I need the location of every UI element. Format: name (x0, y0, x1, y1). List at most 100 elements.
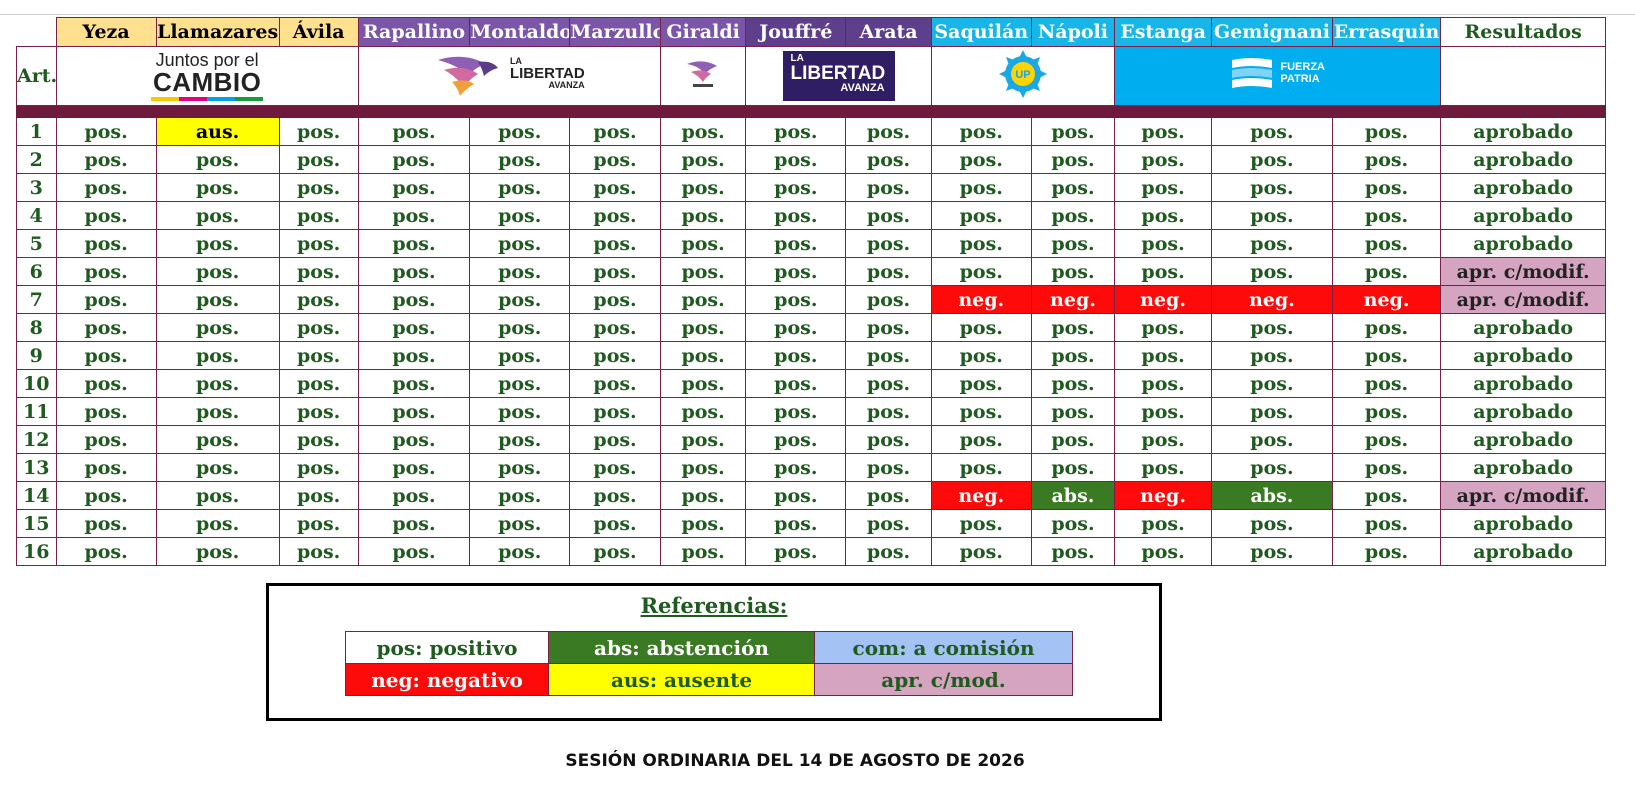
vote-cell: pos. (745, 313, 847, 342)
vote-cell: pos. (569, 173, 661, 202)
vote-cell: pos. (155, 145, 280, 174)
vote-cell: pos. (155, 397, 280, 426)
legislator-header-gemignani: Gemignani (1211, 17, 1333, 47)
result-cell: aprobado (1440, 453, 1606, 482)
vote-cell: pos. (659, 229, 747, 258)
vote-cell: pos. (845, 117, 932, 146)
vote-cell: pos. (930, 369, 1032, 398)
vote-cell: pos. (659, 173, 747, 202)
legend-abstencion: abs: abstención (548, 631, 815, 664)
vote-cell: pos. (278, 201, 359, 230)
vote-cell: pos. (1114, 425, 1213, 454)
vote-cell: pos. (357, 313, 471, 342)
jxc-logo-line1: Juntos por el (155, 50, 259, 70)
vote-cell: pos. (278, 145, 359, 174)
vote-cell: pos. (469, 369, 571, 398)
vote-cell: pos. (845, 369, 932, 398)
vote-cell: pos. (469, 537, 571, 566)
vote-cell: pos. (845, 257, 932, 286)
table-row: 6 pos. pos. pos. pos. pos. pos. pos. pos. pos. pos… (16, 257, 1606, 286)
article-number: 13 (16, 453, 57, 482)
vote-cell: pos. (1114, 397, 1213, 426)
vote-cell: pos. (469, 453, 571, 482)
vote-cell: pos. (745, 145, 847, 174)
top-divider (0, 14, 1635, 15)
vote-cell: pos. (155, 453, 280, 482)
fp-logo-line1: FUERZA (1280, 60, 1325, 73)
vote-cell: pos. (1211, 453, 1333, 482)
vote-cell: pos. (155, 173, 280, 202)
vote-cell: pos. (469, 145, 571, 174)
header-separator (16, 105, 1606, 118)
vote-cell: pos. (55, 369, 157, 398)
vote-cell: pos. (569, 201, 661, 230)
vote-cell: pos. (55, 117, 157, 146)
vote-cell: pos. (930, 173, 1032, 202)
vote-cell: pos. (745, 229, 847, 258)
results-header: Resultados (1440, 17, 1606, 47)
article-number: 10 (16, 369, 57, 398)
legislator-names-row: Yeza Llamazares Ávila Rapallino Montaldo Marz… (16, 17, 1606, 47)
vote-cell: pos. (569, 285, 661, 314)
vote-cell: pos. (569, 145, 661, 174)
table-row: 8 pos. pos. pos. pos. pos. pos. pos. pos. pos. pos… (16, 313, 1606, 342)
vote-cell: pos. (930, 229, 1032, 258)
vote-cell: pos. (930, 257, 1032, 286)
legislator-header--vila: Ávila (278, 17, 359, 47)
vote-cell: pos. (278, 117, 359, 146)
vote-cell: pos. (745, 425, 847, 454)
vote-cell: pos. (659, 453, 747, 482)
vote-cell: pos. (569, 537, 661, 566)
vote-cell: pos. (357, 201, 471, 230)
vote-cell: abs. (1030, 481, 1116, 510)
article-number: 16 (16, 537, 57, 566)
vote-cell: pos. (1331, 537, 1442, 566)
vote-cell: pos. (155, 257, 280, 286)
vote-cell: pos. (278, 425, 359, 454)
vote-cell: pos. (745, 509, 847, 538)
vote-cell: pos. (357, 257, 471, 286)
vote-cell: neg. (1114, 481, 1213, 510)
vote-cell: pos. (659, 285, 747, 314)
vote-cell: pos. (659, 117, 747, 146)
vote-cell: pos. (1030, 117, 1116, 146)
lla-logo-big: LIBERTAD (509, 65, 585, 82)
legislator-header-marzullo: Marzullo (569, 17, 661, 47)
vote-cell: pos. (930, 397, 1032, 426)
vote-cell: pos. (1114, 257, 1213, 286)
vote-cell: pos. (845, 341, 932, 370)
legislator-header-yeza: Yeza (55, 17, 157, 47)
vote-cell: pos. (469, 425, 571, 454)
vote-cell: pos. (659, 537, 747, 566)
vote-cell: pos. (1114, 313, 1213, 342)
vote-cell: pos. (1211, 257, 1333, 286)
vote-cell: neg. (930, 481, 1032, 510)
article-number: 9 (16, 341, 57, 370)
table-row: 11 pos. pos. pos. pos. pos. pos. pos. pos. pos. po… (16, 397, 1606, 426)
vote-cell: pos. (1331, 229, 1442, 258)
table-row: 15 pos. pos. pos. pos. pos. pos. pos. pos. pos. po… (16, 509, 1606, 538)
result-cell: aprobado (1440, 509, 1606, 538)
vote-cell: pos. (55, 201, 157, 230)
article-number: 4 (16, 201, 57, 230)
result-cell: aprobado (1440, 537, 1606, 566)
lla2-logo-tail: AVANZA (840, 82, 885, 94)
lla-mini-eagle-icon (687, 60, 718, 87)
vote-cell: pos. (55, 145, 157, 174)
session-title: SESIÓN ORDINARIA DEL 14 DE AGOSTO DE 202… (565, 751, 1025, 771)
vote-cell: pos. (659, 509, 747, 538)
vote-cell: pos. (1211, 537, 1333, 566)
vote-cell: pos. (55, 425, 157, 454)
result-cell: aprobado (1440, 145, 1606, 174)
table-row: 2 pos. pos. pos. pos. pos. pos. pos. pos. pos. pos… (16, 145, 1606, 174)
vote-table: Yeza Llamazares Ávila Rapallino Montaldo Marz… (16, 17, 1606, 566)
article-number: 7 (16, 285, 57, 314)
vote-cell: pos. (1030, 425, 1116, 454)
vote-cell: pos. (357, 341, 471, 370)
vote-cell: pos. (55, 173, 157, 202)
vote-cell: pos. (1211, 397, 1333, 426)
result-cell: aprobado (1440, 117, 1606, 146)
vote-cell: pos. (845, 313, 932, 342)
vote-cell: pos. (55, 257, 157, 286)
vote-cell: pos. (930, 537, 1032, 566)
